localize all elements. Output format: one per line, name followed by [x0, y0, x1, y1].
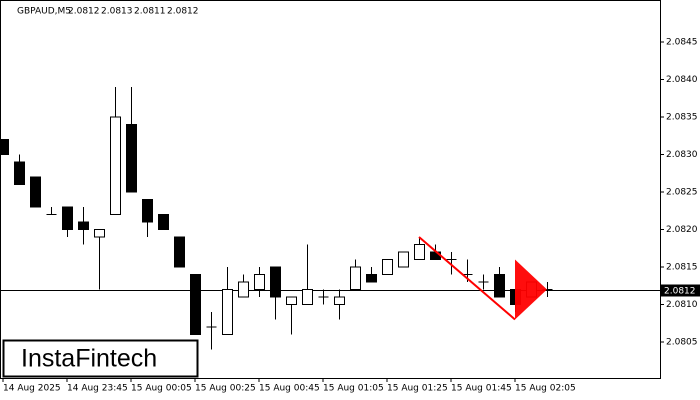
logo-box: InstaFintech	[2, 339, 199, 378]
candle-body	[366, 274, 377, 283]
candle-body	[30, 176, 41, 208]
candle-body	[158, 214, 169, 230]
y-tick-label: 2.0815	[666, 263, 698, 273]
candle-body	[398, 251, 409, 268]
last-close: 2.0812	[167, 7, 199, 17]
candle-body	[0, 139, 9, 155]
y-tick-label: 2.0840	[666, 75, 698, 85]
candle-body	[494, 274, 505, 298]
pattern-pole	[418, 236, 516, 321]
x-tick-label: 15 Aug 00:45	[259, 384, 320, 394]
x-tick-label: 15 Aug 02:05	[515, 384, 576, 394]
last-open: 2.0812	[68, 7, 100, 17]
candle-body	[222, 289, 233, 335]
candle-body	[142, 199, 153, 223]
logo-frame	[2, 339, 199, 378]
y-tick-label: 2.0845	[666, 38, 698, 48]
candle-body	[174, 236, 185, 268]
bid-label: 2.0812	[664, 287, 696, 297]
candle-body	[350, 266, 361, 290]
header: GBPAUD,M5 2.0812 2.0813 2.0811 2.0812	[17, 7, 199, 17]
y-tick-label: 2.0835	[666, 113, 698, 123]
candle-body	[190, 274, 201, 335]
last-high: 2.0813	[101, 7, 133, 17]
x-tick-label: 15 Aug 01:25	[387, 384, 448, 394]
candle-body	[110, 116, 121, 215]
plot-frame	[0, 0, 661, 379]
x-tick-label: 15 Aug 00:25	[195, 384, 256, 394]
x-tick-label: 15 Aug 01:45	[451, 384, 512, 394]
candle-body	[382, 259, 393, 275]
y-tick-label: 2.0810	[666, 300, 698, 310]
candle-body	[62, 206, 73, 230]
x-tick-label: 14 Aug 2025	[3, 384, 61, 394]
last-low: 2.0811	[134, 7, 166, 17]
logo: InstaFintech	[21, 345, 157, 373]
candle-body	[414, 244, 425, 260]
x-tick-label: 15 Aug 01:05	[323, 384, 384, 394]
candle-body	[126, 124, 137, 193]
y-tick-label: 2.0820	[666, 225, 698, 235]
candle-body	[302, 289, 313, 305]
candle-body	[254, 274, 265, 290]
candle-body	[238, 281, 249, 298]
candle-body	[94, 229, 105, 238]
candle-body	[78, 221, 89, 230]
candle-body	[334, 296, 345, 305]
pattern-flag	[515, 259, 547, 320]
x-tick-label: 15 Aug 00:05	[131, 384, 192, 394]
x-tick-label: 14 Aug 23:45	[67, 384, 128, 394]
y-tick-label: 2.0830	[666, 150, 698, 160]
y-tick-label: 2.0805	[666, 338, 698, 348]
candle-body	[286, 296, 297, 305]
symbol: GBPAUD,M5	[17, 7, 71, 17]
bid-label-box	[661, 284, 700, 297]
y-tick-label: 2.0825	[666, 188, 698, 198]
candle-body	[14, 161, 25, 185]
candle-body	[270, 266, 281, 298]
